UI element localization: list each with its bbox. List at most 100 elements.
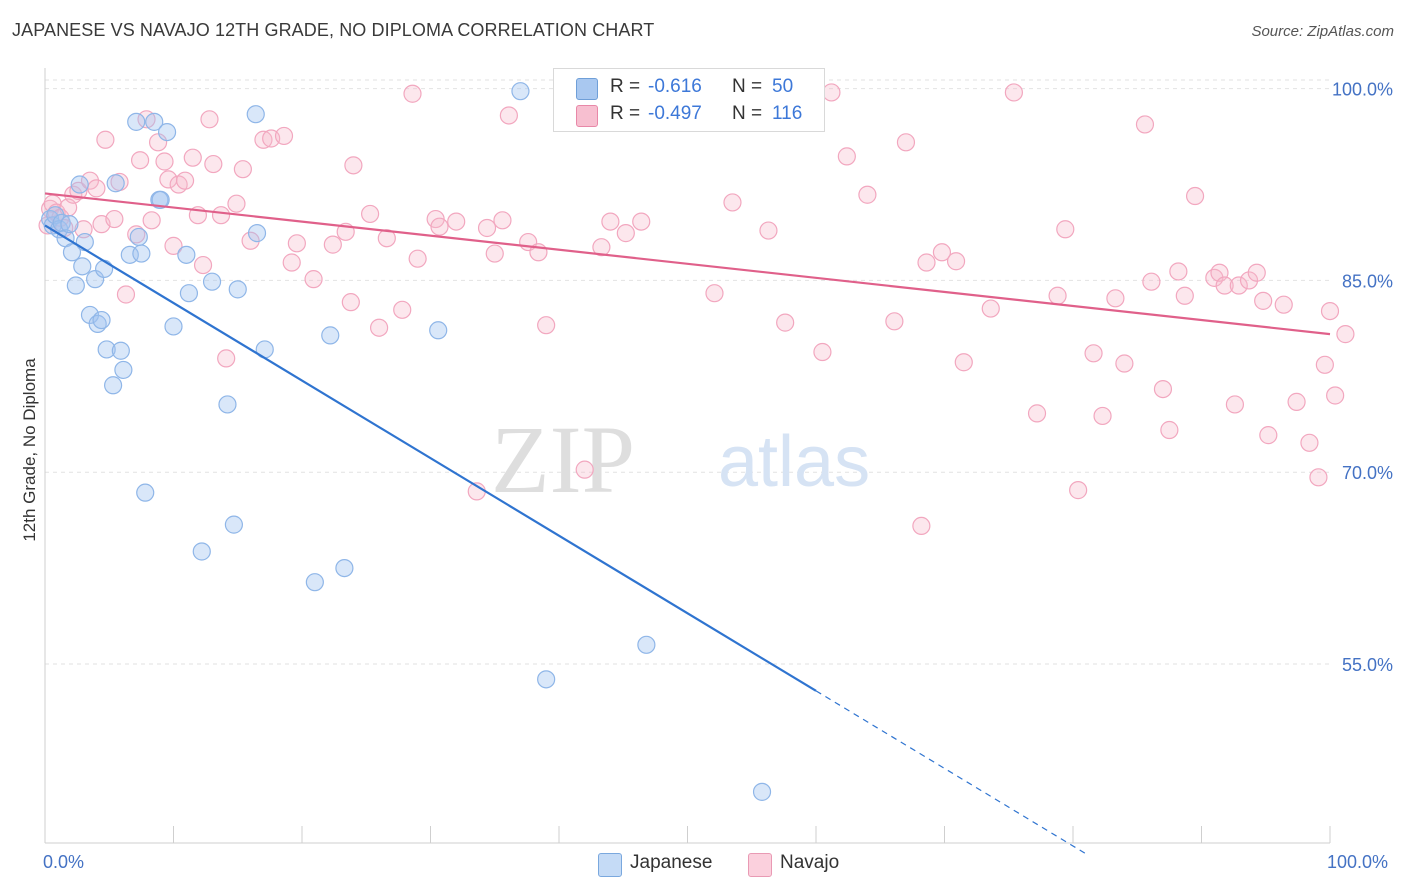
navajo-point [1056,220,1075,239]
navajo-point [1142,272,1161,291]
navajo-point [537,316,556,335]
y-tick-label: 55.0% [1342,655,1393,675]
japanese-point [75,232,94,252]
navajo-point [1069,481,1088,500]
navajo-point [932,243,952,262]
axes [44,68,1331,844]
navajo-point [1274,295,1293,314]
japanese-point [111,341,130,360]
navajo-point [96,130,115,149]
navajo-point [912,516,931,536]
navajo-point [723,193,742,212]
japanese-point [192,542,211,561]
navajo-point [1048,286,1067,305]
japanese-point [95,259,114,279]
y-axis-label-wrap: 12th Grade, No Diploma [18,290,42,610]
n-value: 116 [772,103,803,124]
navajo-point [632,212,651,231]
legend-label: Japanese [630,852,713,873]
navajo-point [896,133,916,152]
japanese-point [179,284,199,303]
navajo-point [1093,406,1112,426]
navajo-point [447,212,466,231]
navajo-point [155,152,174,171]
navajo-swatch [576,105,598,127]
navajo-point [430,217,449,236]
n-label: N = [732,103,763,124]
japanese-point [637,635,656,654]
navajo-point [1229,276,1248,295]
japanese-point [218,395,237,414]
navajo-point [759,221,778,240]
navajo-point [393,300,412,319]
navajo-point [105,209,124,229]
navajo-point [377,229,396,248]
japanese-point [247,224,267,243]
navajo-point [1315,355,1334,374]
japanese-point [114,360,133,380]
stats-box: R = -0.616 N = 50 R = -0.497 N = 116 [553,68,825,132]
navajo-point [361,204,380,224]
japanese-point [73,257,92,276]
japanese-point [70,175,89,194]
navajo-point [1320,301,1340,321]
navajo-point [211,206,231,225]
japanese-point [305,573,324,592]
navajo-point [485,244,504,263]
navajo-point [254,130,273,149]
japanese-point [136,483,155,502]
navajo-point [1225,395,1245,414]
navajo-point [1239,271,1259,290]
japanese-point [86,270,105,289]
navajo-point [304,270,323,289]
navajo-point [227,194,246,213]
japanese-point [157,122,177,142]
navajo-point [1160,420,1179,440]
navajo-point [1326,386,1345,405]
navajo-point [1205,268,1224,287]
navajo-point [837,147,856,166]
navajo-point [403,84,422,103]
r-label: R = [610,103,641,124]
japanese-point [537,670,556,689]
y-tick-label: 85.0% [1342,271,1393,291]
navajo-point [370,318,389,337]
navajo-point [1106,289,1125,308]
navajo-point [954,353,973,372]
navajo-point [1115,354,1134,373]
navajo-point [233,160,252,179]
japanese-point [127,112,146,131]
navajo-point [408,249,427,268]
navajo-point [885,312,904,331]
navajo-point [341,293,360,312]
navajo-point [127,225,146,244]
japanese-point [177,245,196,264]
r-label: R = [610,76,641,97]
legend-swatch [598,853,622,877]
navajo-point [287,234,306,253]
japanese-point [164,317,183,336]
navajo-point [87,179,106,198]
navajo-point [946,252,966,271]
source-credit: Source: ZipAtlas.com [1251,23,1394,40]
navajo-point [1169,262,1188,281]
navajo-point [323,235,342,254]
legend-swatch [748,853,772,877]
navajo-point [1004,83,1023,102]
watermark-atlas: atlas [718,422,870,502]
japanese-point [429,321,448,340]
navajo-point [142,211,161,230]
y-tick-label: 100.0% [1332,80,1393,100]
navajo-point [130,151,150,170]
y-tick-label: 70.0% [1342,463,1393,483]
japanese-point [145,112,164,131]
japanese-swatch [576,78,598,100]
navajo-point [175,171,195,190]
navajo-point [822,83,841,102]
japanese-point [752,782,772,801]
navajo-point [116,285,136,304]
navajo-point [148,133,168,152]
japanese-points [41,82,772,801]
japanese-point [106,174,125,193]
